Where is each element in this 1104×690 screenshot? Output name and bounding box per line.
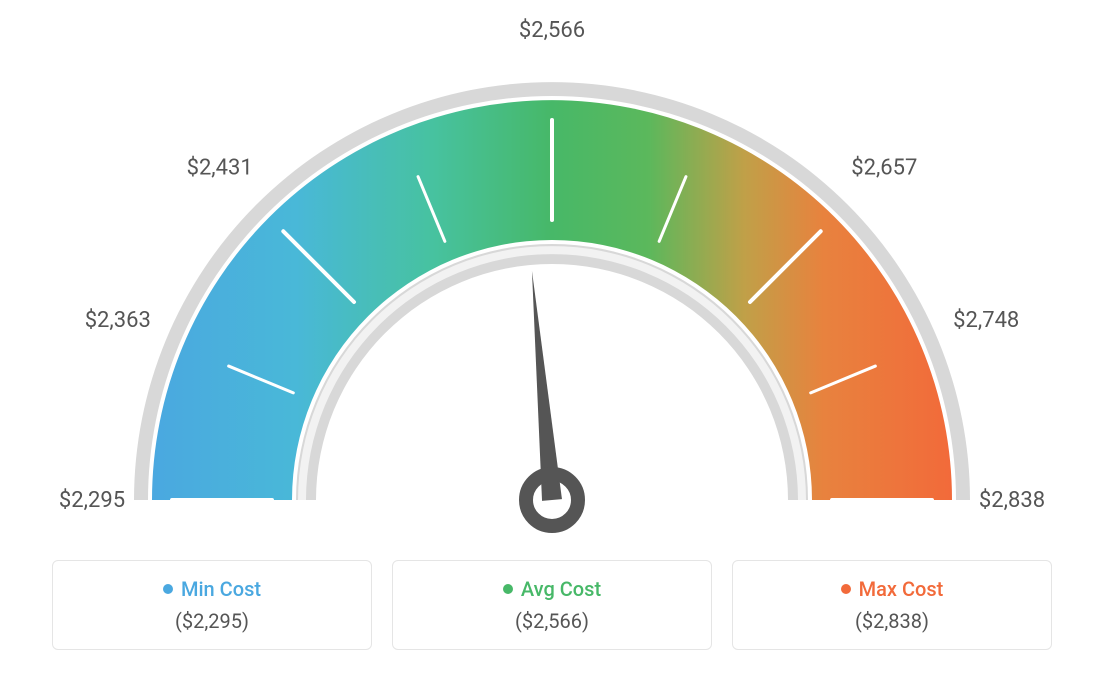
- gauge-tick-label: $2,838: [979, 488, 1045, 513]
- legend-value-max: ($2,838): [753, 609, 1031, 633]
- gauge-tick-label: $2,363: [85, 308, 151, 333]
- gauge-tick-label: $2,431: [187, 156, 253, 181]
- legend-title-max: Max Cost: [753, 577, 1031, 601]
- legend-card-avg: Avg Cost ($2,566): [392, 560, 712, 650]
- legend-title-text: Max Cost: [859, 577, 944, 601]
- gauge-chart: $2,295 $2,363 $2,431 $2,566 $2,657 $2,748 $2,8…: [0, 0, 1104, 560]
- legend-value-min: ($2,295): [73, 609, 351, 633]
- legend-card-max: Max Cost ($2,838): [732, 560, 1052, 650]
- gauge-tick-label: $2,295: [59, 488, 125, 513]
- dot-icon: [841, 584, 851, 594]
- legend-value-avg: ($2,566): [413, 609, 691, 633]
- dot-icon: [503, 584, 513, 594]
- legend-row: Min Cost ($2,295) Avg Cost ($2,566) Max …: [0, 560, 1104, 650]
- gauge-needle: [532, 271, 562, 501]
- gauge-tick-label: $2,748: [953, 308, 1019, 333]
- gauge-tick-label: $2,657: [851, 156, 917, 181]
- legend-title-avg: Avg Cost: [413, 577, 691, 601]
- legend-title-min: Min Cost: [73, 577, 351, 601]
- legend-title-text: Min Cost: [181, 577, 261, 601]
- legend-title-text: Avg Cost: [521, 577, 601, 601]
- gauge-tick-label: $2,566: [519, 18, 585, 43]
- legend-card-min: Min Cost ($2,295): [52, 560, 372, 650]
- gauge-svg: $2,295 $2,363 $2,431 $2,566 $2,657 $2,748 $2,8…: [0, 0, 1104, 560]
- dot-icon: [163, 584, 173, 594]
